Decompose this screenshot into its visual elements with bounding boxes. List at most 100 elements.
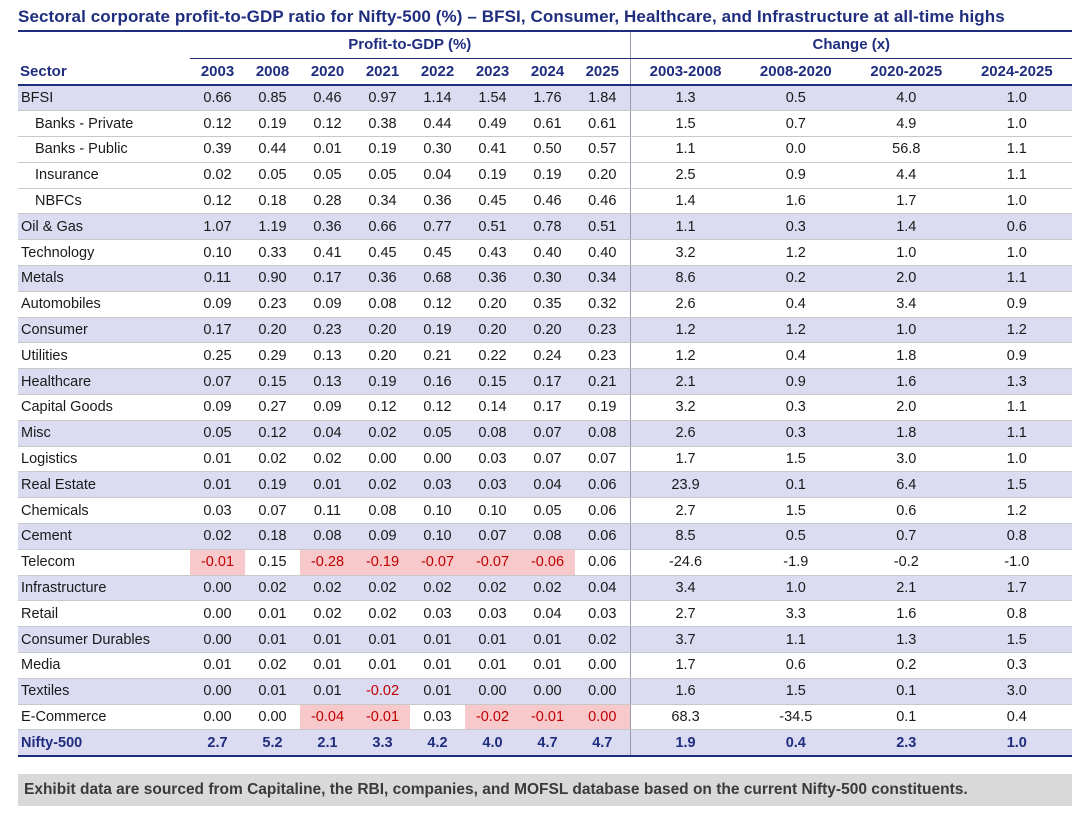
table-row: Logistics 0.01 0.02 0.02 0.00 0.00 0.03 0.07 0.0… [18,446,1073,473]
change-cell: 3.0 [961,678,1073,705]
value-cell: -0.06 [520,549,575,576]
change-cell: 1.2 [961,497,1073,525]
value-cell: -0.19 [355,549,410,576]
change-cell: -34.5 [740,704,852,731]
sector-cell: Technology [18,239,190,267]
change-cell: 3.7 [629,626,741,654]
value-cell: 0.66 [355,213,410,241]
change-cell: 1.1 [961,265,1073,292]
column-header-change-period: 2008-2020 [740,58,852,86]
value-cell: 0.51 [465,213,520,241]
change-cell: 0.7 [851,523,962,550]
value-cell: 0.19 [575,394,631,421]
value-cell: 0.34 [575,265,631,292]
column-header-year: 2025 [575,58,631,86]
change-cell: 0.4 [740,729,852,757]
sector-cell: BFSI [18,85,190,112]
table-row: Textiles 0.00 0.01 0.01 -0.02 0.01 0.00 0.00 0.0… [18,678,1073,705]
change-cell: 3.4 [851,291,962,318]
value-cell: 0.01 [190,446,245,473]
change-cell: 1.1 [961,136,1073,163]
sector-cell: Oil & Gas [18,213,190,241]
value-cell: 1.14 [410,85,465,112]
change-cell: 1.5 [740,446,852,473]
value-cell: 0.35 [520,291,575,318]
value-cell: 0.03 [465,471,520,499]
change-cell: 4.9 [851,110,962,138]
group-header-profit-to-gdp: Profit-to-GDP (%) [190,32,631,59]
value-cell: 0.08 [575,420,631,447]
value-cell: 0.39 [190,136,245,163]
value-cell: 0.02 [520,575,575,602]
value-cell: 0.06 [575,523,631,550]
sector-cell: Utilities [18,342,190,370]
value-cell: 0.02 [300,575,355,602]
value-cell: 0.45 [410,239,465,267]
sector-cell: Automobiles [18,291,190,318]
value-cell: 0.09 [190,394,245,421]
value-cell: 0.41 [300,239,355,267]
value-cell: 0.02 [575,626,631,654]
value-cell: 0.36 [410,188,465,215]
change-cell: 0.4 [740,291,852,318]
change-cell: 1.3 [629,85,741,112]
value-cell: 2.7 [190,729,245,757]
change-cell: 1.0 [851,239,962,267]
table-row: Capital Goods 0.09 0.27 0.09 0.12 0.12 0.14 0.1… [18,394,1073,421]
change-cell: 0.3 [740,213,852,241]
value-cell: 0.20 [245,317,300,344]
change-cell: 1.0 [961,446,1073,473]
value-cell: 0.36 [465,265,520,292]
change-cell: 1.9 [629,729,741,757]
value-cell: 0.24 [520,342,575,370]
value-cell: 0.05 [300,162,355,189]
value-cell: 0.20 [355,342,410,370]
value-cell: 0.61 [575,110,631,138]
change-cell: 1.1 [961,162,1073,189]
value-cell: 0.06 [575,497,631,525]
value-cell: 0.01 [190,652,245,679]
change-cell: 0.9 [740,368,852,396]
value-cell: 0.05 [355,162,410,189]
value-cell: 0.77 [410,213,465,241]
value-cell: -0.07 [410,549,465,576]
change-cell: 1.0 [961,85,1073,112]
value-cell: 0.30 [520,265,575,292]
change-cell: 0.8 [961,523,1073,550]
value-cell: 0.01 [300,471,355,499]
value-cell: 0.40 [520,239,575,267]
sector-cell: Chemicals [18,497,190,525]
change-cell: 0.3 [740,394,852,421]
value-cell: 0.01 [355,626,410,654]
value-cell: 0.09 [300,394,355,421]
value-cell: 0.46 [300,85,355,112]
value-cell: -0.02 [355,678,410,705]
value-cell: 0.23 [575,342,631,370]
value-cell: 3.3 [355,729,410,757]
value-cell: 0.06 [575,549,631,576]
change-cell: 0.6 [740,652,852,679]
value-cell: 5.2 [245,729,300,757]
value-cell: 0.11 [190,265,245,292]
value-cell: -0.01 [520,704,575,731]
value-cell: 0.15 [245,549,300,576]
group-header-change: Change (x) [629,32,1073,59]
value-cell: 0.10 [190,239,245,267]
column-header-year: 2020 [300,58,355,86]
value-cell: 0.27 [245,394,300,421]
value-cell: 0.01 [410,652,465,679]
change-cell: 1.0 [851,317,962,344]
change-cell: 0.6 [851,497,962,525]
change-cell: 1.0 [961,729,1073,757]
table-row: E-Commerce 0.00 0.00 -0.04 -0.01 0.03 -0.02 -0.… [18,704,1073,731]
sector-cell: Consumer [18,317,190,344]
sector-cell: Healthcare [18,368,190,396]
change-cell: 1.5 [740,678,852,705]
change-cell: 0.4 [740,342,852,370]
value-cell: 0.10 [410,523,465,550]
value-cell: 0.07 [575,446,631,473]
value-cell: 0.18 [245,523,300,550]
value-cell: -0.04 [300,704,355,731]
sector-cell: Cement [18,523,190,550]
value-cell: 0.01 [520,652,575,679]
